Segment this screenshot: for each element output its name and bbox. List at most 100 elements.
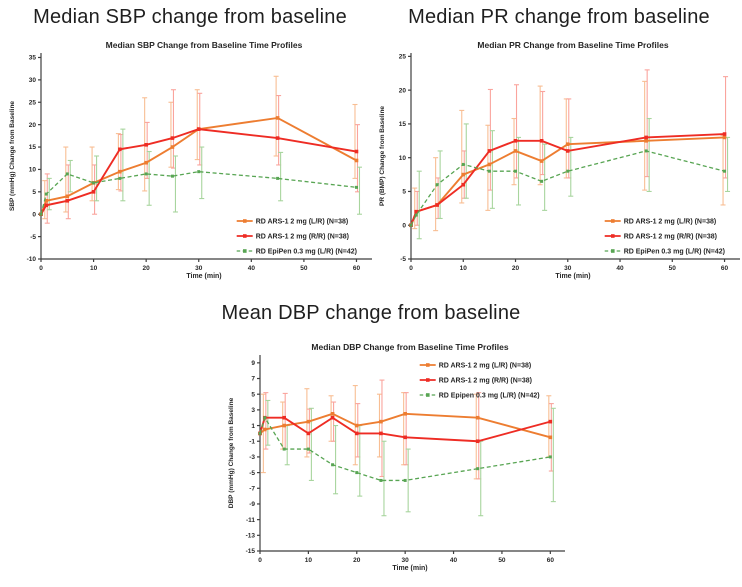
svg-text:RD ARS-1 2 mg (R/R) (N=38): RD ARS-1 2 mg (R/R) (N=38) <box>439 377 532 384</box>
pr-chart-block: Median PR change from baseline Median PR… <box>376 6 742 290</box>
svg-text:RD ARS-1 2 mg (L/R) (N=38): RD ARS-1 2 mg (L/R) (N=38) <box>624 218 717 225</box>
svg-text:30: 30 <box>402 557 410 564</box>
svg-text:0: 0 <box>39 265 43 272</box>
pr-chart-title: Median PR Change from Baseline Time Prof… <box>477 40 668 50</box>
pr-error-bars-series2 <box>416 117 731 240</box>
dbp-legend-item-1: RD ARS-1 2 mg (R/R) (N=38) <box>419 377 532 384</box>
sbp-chart-block: Median SBP change from baseline Median S… <box>6 6 374 290</box>
sbp-legend-item-0: RD ARS-1 2 mg (L/R) (N=38) <box>236 218 349 225</box>
svg-text:9: 9 <box>251 360 255 367</box>
svg-text:RD ARS-1 2 mg (R/R) (N=38): RD ARS-1 2 mg (R/R) (N=38) <box>624 233 717 240</box>
dbp-axes <box>257 355 565 554</box>
svg-text:3: 3 <box>251 407 255 414</box>
sbp-heading: Median SBP change from baseline <box>33 6 347 28</box>
svg-text:60: 60 <box>547 557 555 564</box>
sbp-xlabel: Time (min) <box>186 273 221 280</box>
svg-text:60: 60 <box>721 265 729 272</box>
svg-text:RD ARS-1 2 mg (L/R) (N=38): RD ARS-1 2 mg (L/R) (N=38) <box>256 218 349 225</box>
pr-series-markers-1 <box>409 132 727 228</box>
dbp-ylabel: DBP (mmHg) Change from Baseline <box>228 397 235 508</box>
svg-text:20: 20 <box>29 122 37 129</box>
sbp-series-markers-2 <box>39 170 358 216</box>
pr-legend-item-0: RD ARS-1 2 mg (L/R) (N=38) <box>604 218 717 225</box>
svg-text:10: 10 <box>399 155 407 162</box>
dbp-legend-item-2: RD Epipen 0.3 mg (L/R) (N=42) <box>419 392 540 399</box>
dbp-tick-labels: 9 7 5 3 1 -1 -3 -5 -7 -9 -11 -13 -150 10 20 30 40 50 60 <box>246 360 555 564</box>
svg-text:7: 7 <box>251 376 255 383</box>
dbp-chart-title: Median DBP Change from Baseline Time Pro… <box>311 342 508 352</box>
pr-series-line-2 <box>410 150 725 226</box>
svg-text:RD ARS-1 2 mg (L/R) (N=38): RD ARS-1 2 mg (L/R) (N=38) <box>439 362 532 369</box>
svg-text:15: 15 <box>399 121 407 128</box>
svg-text:5: 5 <box>251 391 255 398</box>
sbp-legend-item-2: RD EpiPen 0.3 mg (L/R) (N=42) <box>236 248 357 255</box>
svg-text:10: 10 <box>305 557 313 564</box>
svg-text:25: 25 <box>29 99 37 106</box>
pr-axes <box>408 53 740 262</box>
svg-text:10: 10 <box>460 265 468 272</box>
sbp-chart-svg: Median SBP Change from Baseline Time Pro… <box>9 40 372 280</box>
sbp-legend-item-1: RD ARS-1 2 mg (R/R) (N=38) <box>236 233 349 240</box>
svg-text:35: 35 <box>29 55 37 62</box>
svg-text:RD EpiPen 0.3 mg (L/R) (N=42): RD EpiPen 0.3 mg (L/R) (N=42) <box>624 248 725 255</box>
sbp-series-line-1 <box>40 128 357 215</box>
svg-text:15: 15 <box>29 144 37 151</box>
svg-text:20: 20 <box>143 265 151 272</box>
svg-text:5: 5 <box>32 189 36 196</box>
svg-text:-10: -10 <box>27 256 37 263</box>
dbp-series-line-2 <box>259 416 551 482</box>
sbp-series-line-0 <box>40 116 357 215</box>
svg-text:-7: -7 <box>249 485 255 492</box>
svg-text:0: 0 <box>409 265 413 272</box>
svg-text:20: 20 <box>399 87 407 94</box>
sbp-ylabel: SBP (mmHg) Change from Baseline <box>9 101 16 211</box>
svg-text:RD ARS-1 2 mg (R/R) (N=38): RD ARS-1 2 mg (R/R) (N=38) <box>256 233 349 240</box>
svg-text:-5: -5 <box>30 234 36 241</box>
pr-heading: Median PR change from baseline <box>408 6 710 28</box>
sbp-legend: RD ARS-1 2 mg (L/R) (N=38) RD ARS-1 2 mg … <box>236 218 357 255</box>
svg-text:0: 0 <box>32 211 36 218</box>
dbp-chart: Median DBP Change from Baseline Time Pro… <box>226 341 565 582</box>
dbp-series-line-1 <box>259 416 551 443</box>
svg-text:-3: -3 <box>249 454 255 461</box>
svg-text:0: 0 <box>402 222 406 229</box>
svg-text:-5: -5 <box>400 256 406 263</box>
svg-text:-15: -15 <box>246 548 256 555</box>
dbp-series-markers-2 <box>258 416 552 482</box>
dbp-legend-item-0: RD ARS-1 2 mg (L/R) (N=38) <box>419 362 532 369</box>
svg-text:60: 60 <box>353 265 361 272</box>
svg-text:30: 30 <box>564 265 572 272</box>
dbp-chart-block: Mean DBP change from baseline Median DBP… <box>198 302 565 582</box>
svg-text:40: 40 <box>248 265 256 272</box>
svg-text:5: 5 <box>402 189 406 196</box>
svg-text:0: 0 <box>258 557 262 564</box>
pr-legend-item-2: RD EpiPen 0.3 mg (L/R) (N=42) <box>604 248 725 255</box>
svg-text:-9: -9 <box>249 501 255 508</box>
svg-text:20: 20 <box>353 557 361 564</box>
dbp-legend: RD ARS-1 2 mg (L/R) (N=38) RD ARS-1 2 mg … <box>419 362 540 399</box>
svg-text:10: 10 <box>29 167 37 174</box>
pr-ylabel: PR (BMP) Change from Baseline <box>379 106 386 206</box>
pr-legend-item-1: RD ARS-1 2 mg (R/R) (N=38) <box>604 233 717 240</box>
svg-text:RD Epipen 0.3 mg (L/R) (N=42): RD Epipen 0.3 mg (L/R) (N=42) <box>439 392 540 399</box>
svg-text:25: 25 <box>399 54 407 61</box>
pr-legend: RD ARS-1 2 mg (L/R) (N=38) RD ARS-1 2 mg … <box>604 218 725 255</box>
sbp-error-bars-series2 <box>46 128 362 215</box>
svg-text:30: 30 <box>195 265 203 272</box>
svg-text:30: 30 <box>29 77 37 84</box>
sbp-series-markers-0 <box>39 116 359 217</box>
sbp-chart: Median SBP Change from Baseline Time Pro… <box>6 39 374 290</box>
pr-xlabel: Time (min) <box>555 273 590 280</box>
sbp-series-line-2 <box>40 171 357 215</box>
svg-text:RD EpiPen 0.3 mg (L/R) (N=42): RD EpiPen 0.3 mg (L/R) (N=42) <box>256 248 357 255</box>
svg-text:40: 40 <box>616 265 624 272</box>
dbp-heading: Mean DBP change from baseline <box>221 302 521 324</box>
dbp-chart-svg: Median DBP Change from Baseline Time Pro… <box>228 342 565 572</box>
sbp-axes <box>38 53 372 262</box>
svg-text:50: 50 <box>300 265 308 272</box>
pr-chart: Median PR Change from Baseline Time Prof… <box>376 39 742 290</box>
svg-text:-1: -1 <box>249 438 255 445</box>
svg-text:40: 40 <box>450 557 458 564</box>
